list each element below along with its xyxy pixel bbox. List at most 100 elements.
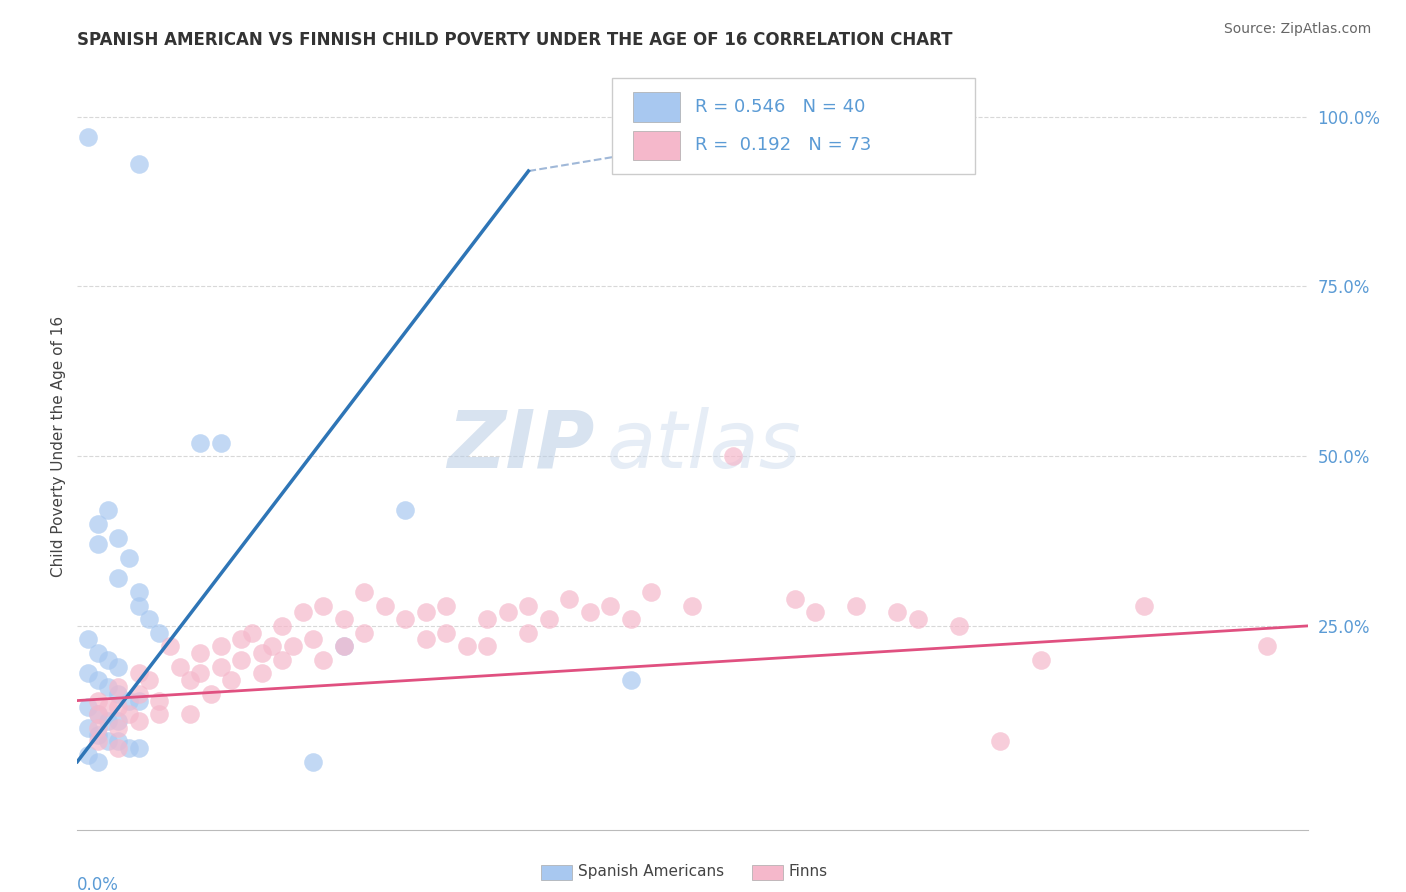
Point — [107, 659, 129, 673]
Point — [128, 666, 150, 681]
Point — [312, 653, 335, 667]
Point — [128, 741, 150, 756]
Point — [988, 734, 1011, 748]
Point — [87, 537, 110, 551]
Point — [169, 659, 191, 673]
Point — [394, 612, 416, 626]
Point — [76, 721, 98, 735]
Point — [179, 673, 201, 688]
Point — [1029, 653, 1052, 667]
Point — [138, 612, 160, 626]
Point — [97, 680, 120, 694]
Point — [107, 700, 129, 714]
Point — [148, 693, 170, 707]
Point — [496, 605, 519, 619]
Point — [117, 693, 139, 707]
Point — [97, 653, 120, 667]
Point — [128, 599, 150, 613]
Y-axis label: Child Poverty Under the Age of 16: Child Poverty Under the Age of 16 — [51, 316, 66, 576]
Point — [783, 591, 806, 606]
Point — [537, 612, 560, 626]
Point — [558, 591, 581, 606]
Point — [948, 619, 970, 633]
Point — [209, 659, 232, 673]
Point — [209, 640, 232, 654]
Point — [1256, 640, 1278, 654]
Point — [128, 714, 150, 728]
Text: R =  0.192   N = 73: R = 0.192 N = 73 — [695, 136, 872, 154]
Point — [87, 707, 110, 722]
Point — [107, 714, 129, 728]
Point — [76, 130, 98, 145]
Point — [188, 666, 212, 681]
Point — [159, 640, 181, 654]
Point — [262, 640, 284, 654]
Point — [87, 673, 110, 688]
Point — [107, 680, 129, 694]
Point — [517, 625, 540, 640]
Point — [353, 585, 375, 599]
Point — [1132, 599, 1154, 613]
Text: Spanish Americans: Spanish Americans — [578, 864, 724, 879]
Point — [87, 727, 110, 741]
Point — [353, 625, 375, 640]
Point — [886, 605, 908, 619]
Point — [87, 721, 110, 735]
Point — [87, 646, 110, 660]
Text: R = 0.546   N = 40: R = 0.546 N = 40 — [695, 98, 865, 116]
Point — [907, 612, 929, 626]
Point — [97, 700, 120, 714]
Point — [333, 640, 356, 654]
Point — [219, 673, 242, 688]
Point — [76, 666, 98, 681]
Point — [128, 693, 150, 707]
Point — [415, 632, 437, 647]
Point — [87, 734, 110, 748]
Point — [76, 700, 98, 714]
FancyBboxPatch shape — [634, 131, 681, 160]
Point — [76, 632, 98, 647]
Point — [250, 666, 273, 681]
Point — [477, 640, 499, 654]
Point — [640, 585, 662, 599]
Point — [128, 585, 150, 599]
FancyBboxPatch shape — [634, 93, 681, 121]
Point — [517, 599, 540, 613]
Point — [107, 721, 129, 735]
FancyBboxPatch shape — [613, 78, 976, 174]
Point — [76, 747, 98, 762]
Point — [302, 755, 325, 769]
Point — [436, 625, 458, 640]
Point — [312, 599, 335, 613]
Point — [394, 503, 416, 517]
Point — [804, 605, 827, 619]
Point — [128, 687, 150, 701]
Point — [148, 707, 170, 722]
Point — [87, 693, 110, 707]
Point — [97, 503, 120, 517]
Point — [477, 612, 499, 626]
Point — [281, 640, 304, 654]
Point — [579, 605, 602, 619]
Point — [200, 687, 222, 701]
Point — [620, 612, 643, 626]
Point — [107, 687, 129, 701]
Point — [87, 755, 110, 769]
Point — [723, 449, 745, 463]
Point — [117, 741, 139, 756]
Point — [107, 531, 129, 545]
Point — [271, 653, 294, 667]
Point — [97, 714, 120, 728]
Point — [87, 707, 110, 722]
Text: SPANISH AMERICAN VS FINNISH CHILD POVERTY UNDER THE AGE OF 16 CORRELATION CHART: SPANISH AMERICAN VS FINNISH CHILD POVERT… — [77, 31, 953, 49]
Point — [117, 707, 139, 722]
Point — [148, 625, 170, 640]
Point — [845, 599, 868, 613]
Point — [456, 640, 478, 654]
Point — [188, 435, 212, 450]
Text: Finns: Finns — [789, 864, 828, 879]
Point — [374, 599, 396, 613]
Point — [209, 435, 232, 450]
Point — [250, 646, 273, 660]
Point — [87, 517, 110, 532]
